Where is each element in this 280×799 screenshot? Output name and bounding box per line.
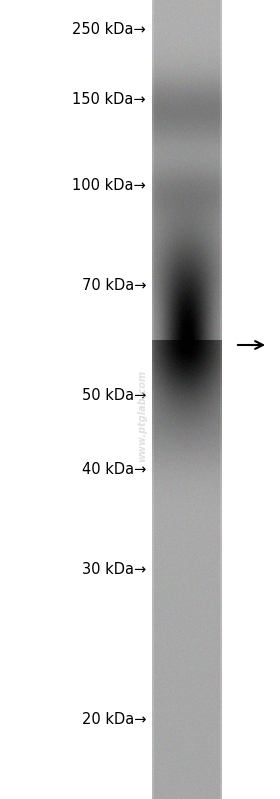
Text: 50 kDa→: 50 kDa→ xyxy=(82,388,146,403)
Text: 40 kDa→: 40 kDa→ xyxy=(82,463,146,478)
Text: 70 kDa→: 70 kDa→ xyxy=(81,277,146,292)
Text: 250 kDa→: 250 kDa→ xyxy=(72,22,146,38)
Text: 150 kDa→: 150 kDa→ xyxy=(72,93,146,108)
Text: www.ptglab.com: www.ptglab.com xyxy=(137,369,147,462)
Text: 20 kDa→: 20 kDa→ xyxy=(81,713,146,728)
Text: 100 kDa→: 100 kDa→ xyxy=(72,177,146,193)
Text: 30 kDa→: 30 kDa→ xyxy=(82,562,146,578)
